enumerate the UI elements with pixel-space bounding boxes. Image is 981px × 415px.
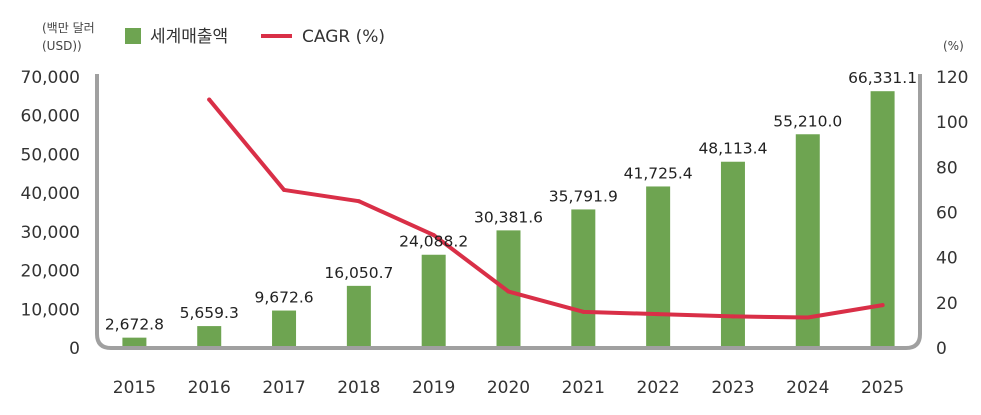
bar-2024: [795, 134, 820, 346]
left-tick-label: 0: [69, 339, 80, 359]
bar-value-label: 55,210.0: [773, 112, 842, 130]
x-tick-label: 2017: [262, 378, 305, 398]
bar-2018: [346, 285, 371, 346]
bar-2020: [496, 230, 521, 346]
left-axis-unit-line1: (백만 달러: [42, 21, 95, 35]
left-tick-label: 60,000: [21, 107, 80, 127]
legend-bar-label: 세계매출액: [150, 27, 228, 47]
x-tick-label: 2020: [487, 378, 530, 398]
legend-bar-swatch: [125, 28, 141, 44]
cagr-point-2017: [282, 187, 287, 192]
left-axis-unit-line2: (USD)): [42, 39, 82, 53]
cagr-series: [207, 97, 885, 320]
right-axis: (%) 0 20 40 60 80 100 120: [936, 39, 968, 359]
x-tick-label: 2018: [337, 378, 380, 398]
x-tick-label: 2024: [786, 378, 829, 398]
x-tick-label: 2015: [113, 378, 156, 398]
left-tick-label: 40,000: [21, 184, 80, 204]
x-tick-label: 2021: [562, 378, 605, 398]
x-tick-label: 2023: [711, 378, 754, 398]
right-tick-label: 40: [936, 249, 958, 269]
cagr-point-2023: [730, 314, 735, 319]
x-tick-label: 2016: [188, 378, 231, 398]
bar-value-label: 48,113.4: [698, 140, 767, 158]
cagr-point-2016: [207, 97, 212, 102]
right-tick-label: 80: [936, 158, 958, 178]
bar-2019: [421, 254, 446, 346]
right-tick-label: 20: [936, 294, 958, 314]
cagr-point-2020: [506, 289, 511, 294]
x-tick-label: 2019: [412, 378, 455, 398]
x-tick-label: 2025: [861, 378, 904, 398]
bar-2016: [197, 326, 222, 346]
right-tick-label: 0: [936, 339, 947, 359]
left-tick-label: 20,000: [21, 262, 80, 282]
bar-value-label: 5,659.3: [180, 304, 239, 322]
plot-frame-path: [95, 74, 922, 350]
cagr-point-2018: [356, 199, 361, 204]
cagr-point-2019: [431, 233, 436, 238]
x-tick-label: 2022: [637, 378, 680, 398]
left-axis: (백만 달러 (USD)) 0 10,000 20,000 30,000 40,000 5…: [21, 21, 95, 359]
right-tick-label: 60: [936, 204, 958, 224]
right-tick-label: 100: [936, 113, 968, 133]
bar-2021: [571, 209, 596, 346]
bar-value-label: 2,672.8: [105, 316, 164, 334]
bar-value-label: 30,381.6: [474, 208, 543, 226]
x-axis: 2015 2016 2017 2018 2019 2020 2021 2022 2023 2024…: [113, 378, 904, 398]
bar-2015: [122, 337, 147, 346]
bar-value-label: 35,791.9: [549, 187, 618, 205]
bar-value-label: 66,331.1: [848, 69, 917, 87]
cagr-point-2024: [805, 315, 810, 320]
plot-frame: [95, 74, 922, 350]
right-tick-label: 120: [936, 68, 968, 88]
right-axis-unit: (%): [943, 39, 964, 53]
left-tick-label: 10,000: [21, 300, 80, 320]
bar-2017: [272, 310, 297, 346]
bar-value-label: 41,725.4: [624, 164, 693, 182]
cagr-point-2022: [656, 312, 661, 317]
left-tick-label: 30,000: [21, 223, 80, 243]
left-tick-label: 50,000: [21, 145, 80, 165]
bar-value-label: 9,672.6: [254, 289, 313, 307]
cagr-line: [207, 97, 885, 320]
legend: 세계매출액 CAGR (%): [125, 27, 385, 47]
bar-value-label: 24,088.2: [399, 233, 468, 251]
data-labels: 2,672.8 5,659.3 9,672.6 16,050.7 24,088.2 30,…: [105, 69, 917, 333]
bar-value-label: 16,050.7: [324, 264, 393, 282]
bar-2022: [646, 186, 671, 346]
legend-line-label: CAGR (%): [302, 27, 385, 47]
cagr-point-2021: [581, 309, 586, 314]
cagr-point-2025: [880, 303, 885, 308]
left-tick-label: 70,000: [21, 68, 80, 88]
